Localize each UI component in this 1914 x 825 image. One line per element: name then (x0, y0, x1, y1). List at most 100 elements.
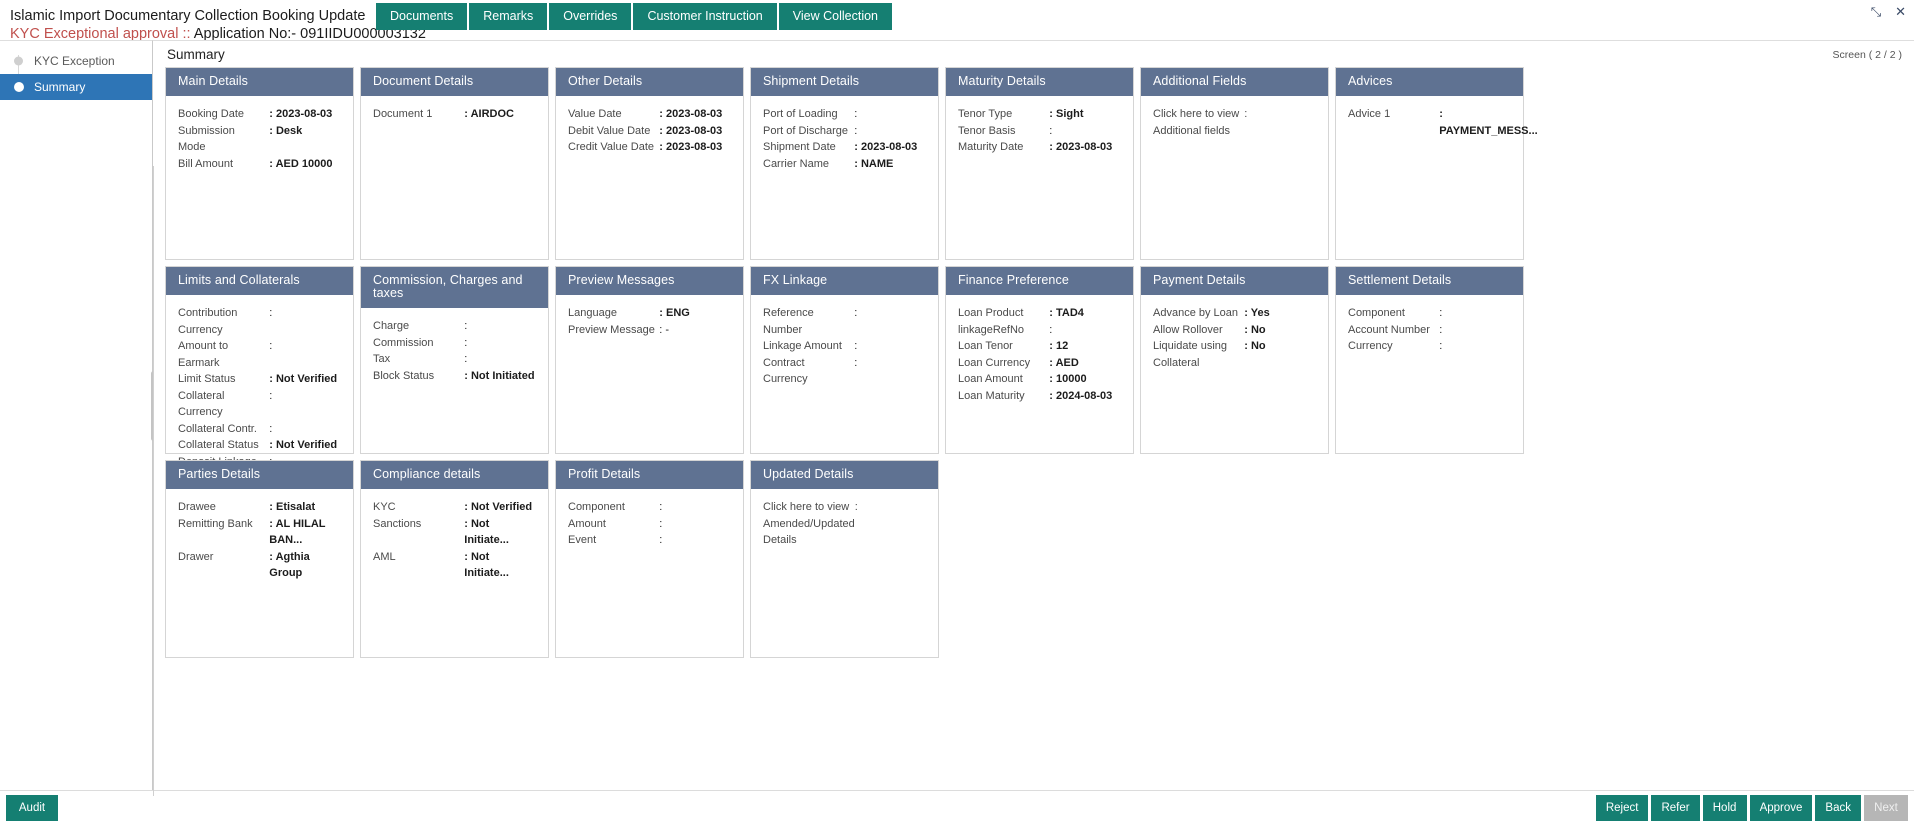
step-dot-icon (14, 56, 23, 66)
refer-button[interactable]: Refer (1651, 795, 1700, 821)
approve-button[interactable]: Approve (1749, 795, 1813, 821)
card-fx-linkage: FX Linkage Reference Number: Linkage Amoun… (750, 266, 939, 454)
detail-label: Amount (568, 517, 606, 530)
detail-row: Tenor Type: Sight (958, 106, 1121, 123)
detail-row: Currency: (1348, 338, 1511, 355)
tab-documents[interactable]: Documents (376, 3, 468, 30)
card-body: Language: ENG Preview Message: - (556, 295, 743, 453)
detail-label: Collateral Contr. (178, 422, 257, 435)
detail-row: Port of Discharge: (763, 123, 926, 140)
detail-row: Loan Tenor: 12 (958, 338, 1121, 355)
detail-value: : 2023-08-03 (1049, 141, 1113, 153)
detail-value: : Not Verified (269, 439, 338, 451)
sidebar-item-summary[interactable]: Summary (0, 74, 152, 100)
tab-view-collection[interactable]: View Collection (778, 3, 892, 30)
detail-label: Booking Date (178, 108, 245, 120)
detail-value: : Not Verified (464, 501, 533, 513)
tab-overrides[interactable]: Overrides (549, 3, 632, 30)
tab-remarks[interactable]: Remarks (469, 3, 548, 30)
card-title: Updated Details (751, 461, 938, 489)
audit-button[interactable]: Audit (6, 795, 58, 821)
reject-button[interactable]: Reject (1595, 795, 1649, 821)
expand-icon[interactable]: ⤡ (1870, 4, 1882, 19)
detail-value: : 2023-08-03 (269, 108, 333, 120)
card-body: Tenor Type: Sight Tenor Basis: Maturity Da… (946, 96, 1133, 259)
detail-value: : Etisalat (269, 501, 316, 513)
card-shipment-details: Shipment Details Port of Loading: Port of … (750, 67, 939, 260)
card-title: Additional Fields (1141, 68, 1328, 96)
detail-label: Port of Loading (763, 108, 838, 120)
detail-label: Port of Discharge (763, 124, 848, 137)
card-title: FX Linkage (751, 267, 938, 295)
detail-row: linkageRefNo: (958, 322, 1121, 339)
card-title: Advices (1336, 68, 1523, 96)
detail-value: : (269, 340, 273, 352)
detail-row: Loan Currency: AED (958, 355, 1121, 372)
detail-row: AML: Not Initiate... (373, 549, 536, 582)
card-note-value: : (1244, 108, 1248, 120)
detail-label: Component (1348, 307, 1405, 319)
detail-row: Contract Currency: (763, 355, 926, 388)
detail-label: Carrier Name (763, 157, 830, 170)
detail-label: Loan Maturity (958, 389, 1025, 402)
detail-value: : 2023-08-03 (659, 108, 723, 120)
footer-divider (153, 166, 154, 796)
hold-button[interactable]: Hold (1702, 795, 1747, 821)
card-main-details: Main Details Booking Date: 2023-08-03 Subm… (165, 67, 354, 260)
card-finance-preference: Finance Preference Loan Product: TAD4 link… (945, 266, 1134, 454)
detail-value: : (464, 336, 468, 349)
detail-value: : (1439, 340, 1443, 352)
close-icon[interactable]: ✕ (1895, 4, 1906, 19)
detail-value: : Sight (1049, 108, 1084, 120)
detail-value: : 2023-08-03 (854, 141, 918, 153)
sidebar: KYC Exception Summary (0, 40, 156, 790)
detail-label: KYC (373, 501, 396, 513)
detail-row: Amount: (568, 516, 731, 533)
detail-value: : (269, 389, 273, 402)
next-button: Next (1864, 795, 1908, 821)
detail-row: Tenor Basis: (958, 123, 1121, 140)
detail-row: Collateral Status: Not Verified (178, 437, 341, 454)
sidebar-item-kyc-exception[interactable]: KYC Exception (0, 48, 152, 74)
card-note-label[interactable]: Click here to view Amended/Updated Detai… (763, 501, 855, 546)
detail-value: : (1049, 124, 1053, 137)
step-dot-icon (14, 82, 24, 92)
detail-value: : No (1244, 323, 1266, 336)
detail-value: : No (1244, 340, 1266, 352)
detail-label: Limit Status (178, 373, 236, 385)
detail-row: Amount to Earmark: (178, 338, 341, 371)
card-body: Component: Account Number: Currency: (1336, 295, 1523, 453)
page-title: Summary (167, 47, 225, 62)
detail-value: : 2023-08-03 (659, 124, 723, 137)
footer-bar: Audit Reject Refer Hold Approve Back Next (0, 166, 1914, 825)
detail-value: : 10000 (1049, 373, 1087, 385)
detail-label: Amount to Earmark (178, 340, 229, 369)
card-updated-details: Updated Details Click here to view Amende… (750, 460, 939, 658)
detail-row: Drawer: Agthia Group (178, 549, 341, 582)
card-title: Document Details (361, 68, 548, 96)
card-note-label[interactable]: Click here to view Additional fields (1153, 108, 1240, 137)
card-body: Charge: Commission: Tax: Block Status: Not … (361, 308, 548, 453)
back-button[interactable]: Back (1815, 795, 1861, 821)
card-body: Reference Number: Linkage Amount: Contract… (751, 295, 938, 453)
detail-row: Remitting Bank: AL HILAL BAN... (178, 516, 341, 549)
card-commission-charges-and-taxes: Commission, Charges and taxes Charge: Comm… (360, 266, 549, 454)
detail-label: Contract Currency (763, 356, 808, 386)
top-tab-bar: Documents Remarks Overrides Customer Instru… (376, 3, 892, 30)
card-additional-fields: Additional Fields Click here to view Addi… (1140, 67, 1329, 260)
detail-label: Advice 1 (1348, 108, 1391, 120)
detail-value: : PAYMENT_MESS... (1439, 108, 1538, 137)
detail-value: : - (659, 323, 670, 336)
tab-customer-instruction[interactable]: Customer Instruction (633, 3, 777, 30)
detail-label: Bill Amount (178, 157, 234, 170)
detail-row: Value Date: 2023-08-03 (568, 106, 731, 123)
detail-value: : 2024-08-03 (1049, 389, 1113, 402)
detail-label: Loan Currency (958, 356, 1031, 369)
detail-row: Shipment Date : 2023-08-03 (763, 139, 926, 156)
card-other-details: Other Details Value Date: 2023-08-03 Debit… (555, 67, 744, 260)
detail-label: Shipment Date (763, 141, 836, 153)
content-header: Summary Screen ( 2 / 2 ) (153, 41, 1914, 67)
card-title: Shipment Details (751, 68, 938, 96)
card-body: Booking Date: 2023-08-03 Submission Mode:… (166, 96, 353, 259)
detail-label: Reference Number (763, 307, 814, 336)
